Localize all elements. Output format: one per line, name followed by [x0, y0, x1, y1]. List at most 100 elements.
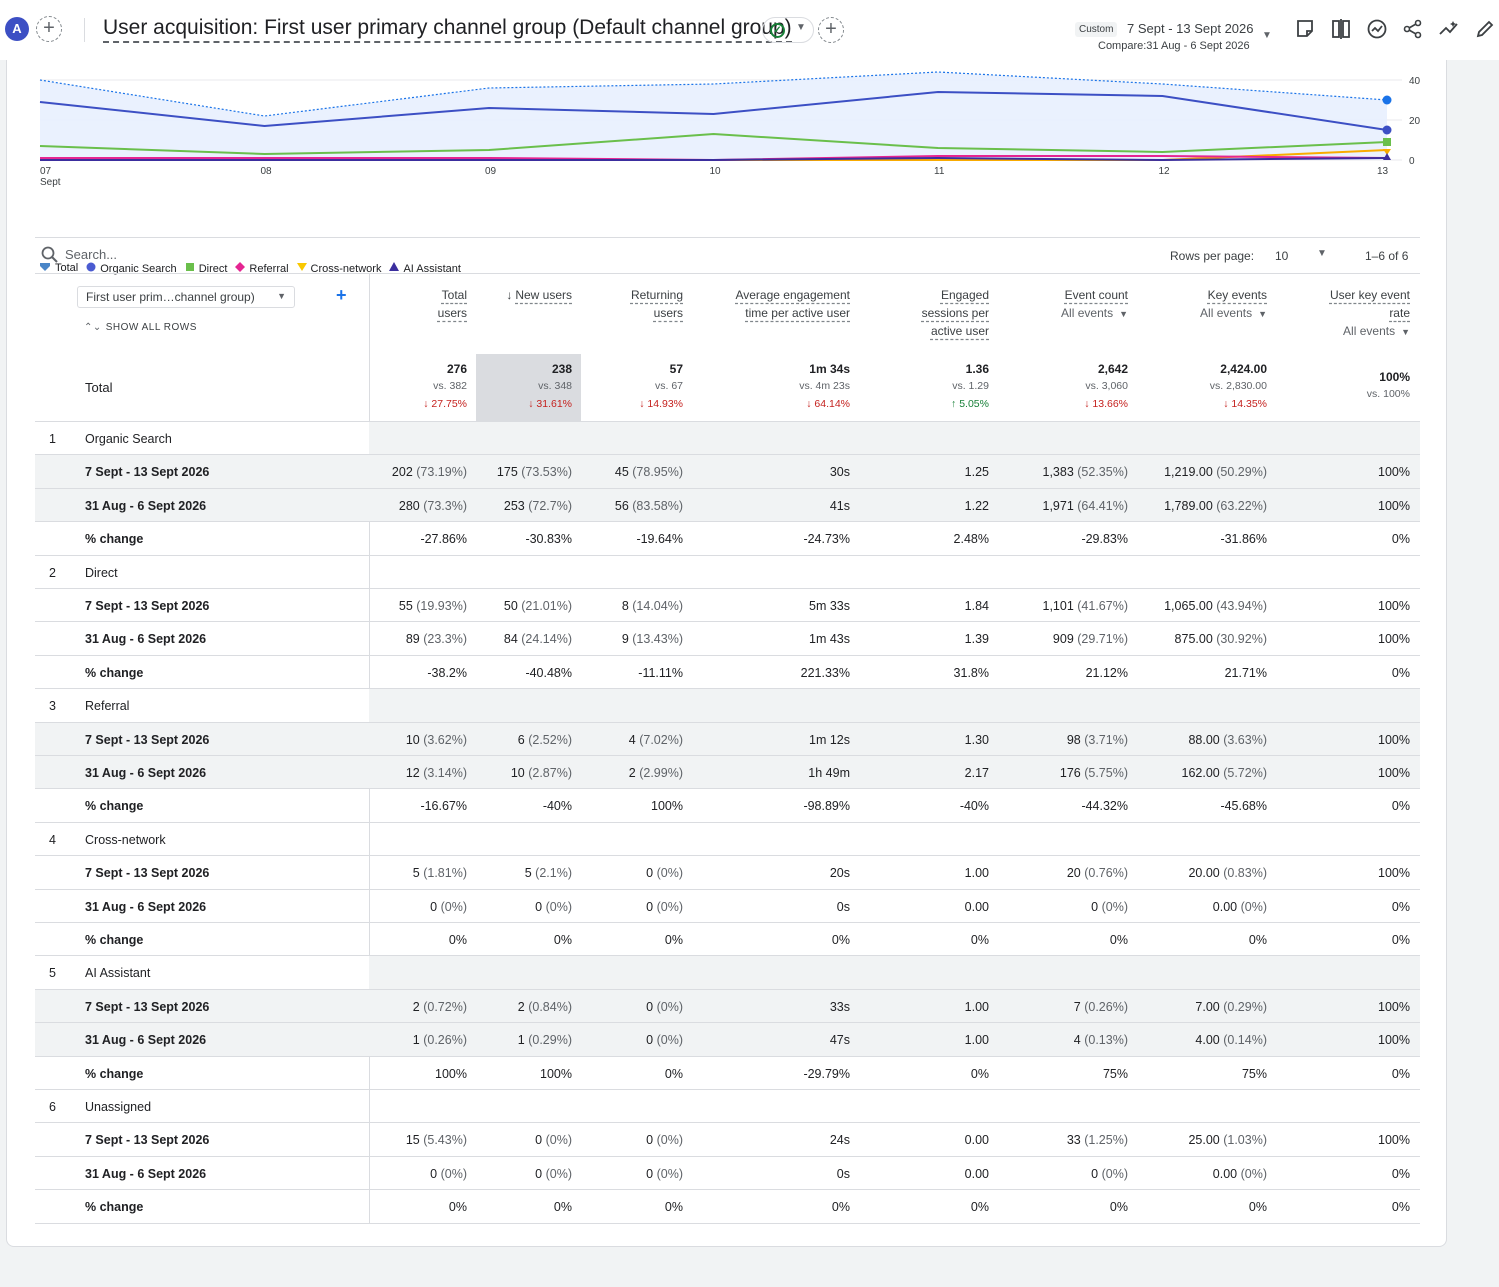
column-header-label: time per active user: [745, 306, 850, 320]
table-row[interactable]: 31 Aug - 6 Sept 2026 0 (0%) 0 (0%) 0 (0%) 0s…: [35, 890, 1420, 923]
table-toolbar: Rows per page: 10 ▼ 1–6 of 6: [35, 238, 1420, 274]
table-row[interactable]: 31 Aug - 6 Sept 2026 12 (3.14%) 10 (2.87%)…: [35, 756, 1420, 790]
table-cell: -29.83%: [988, 532, 1128, 546]
cell-value: 2: [517, 999, 525, 1014]
cell-value: 6: [517, 732, 525, 747]
group-row[interactable]: 6 Unassigned: [35, 1090, 1420, 1124]
date-range[interactable]: 7 Sept - 13 Sept 2026: [1127, 21, 1254, 36]
date-dropdown-icon[interactable]: ▼: [1262, 30, 1272, 41]
column-header[interactable]: Returning users: [583, 286, 683, 322]
cell-value: 0: [1091, 1166, 1099, 1181]
event-filter-dropdown[interactable]: All events ▼: [1280, 322, 1410, 341]
dimension-dropdown[interactable]: First user prim…channel group) ▼: [77, 286, 295, 308]
table-row[interactable]: 31 Aug - 6 Sept 2026 280 (73.3%) 253 (72.7…: [35, 488, 1420, 523]
table-row[interactable]: 7 Sept - 13 Sept 2026 15 (5.43%) 0 (0%) 0 (…: [35, 1123, 1420, 1157]
table-row[interactable]: 7 Sept - 13 Sept 2026 55 (19.93%) 50 (21.0…: [35, 589, 1420, 623]
table-row[interactable]: % change 0% 0% 0% 0% 0% 0% 0% 0%: [35, 923, 1420, 957]
share-icon[interactable]: [1402, 18, 1424, 40]
column-header[interactable]: Total users: [375, 286, 467, 322]
table-row[interactable]: 31 Aug - 6 Sept 2026 1 (0.26%) 1 (0.29%) 0 …: [35, 1023, 1420, 1057]
table-row[interactable]: 31 Aug - 6 Sept 2026 89 (23.3%) 84 (24.14%…: [35, 622, 1420, 656]
legend-item[interactable]: AI Assistant: [389, 262, 461, 275]
legend-pin-icon: [39, 260, 51, 275]
table-row[interactable]: % change 100% 100% 0% -29.79% 0% 75% 75% 0%: [35, 1057, 1420, 1090]
table-row[interactable]: % change -16.67% -40% 100% -98.89% -40% -44.32…: [35, 789, 1420, 823]
channel-name: Referral: [85, 699, 130, 714]
column-header[interactable]: ↓ New users: [481, 286, 572, 304]
table-cell: 0%: [432, 1200, 572, 1214]
table-cell: 0%: [1270, 1067, 1410, 1081]
trend-icon[interactable]: [1438, 18, 1460, 40]
total-compare-value: vs. 2,830.00: [1209, 380, 1267, 392]
total-label: Total: [85, 380, 113, 395]
row-label: % change: [85, 1066, 144, 1081]
column-header-label: Engaged: [940, 288, 989, 302]
table-row[interactable]: 7 Sept - 13 Sept 2026 2 (0.72%) 2 (0.84%) 0…: [35, 989, 1420, 1024]
column-header[interactable]: Event count All events ▼: [1005, 286, 1128, 323]
table-row[interactable]: % change 0% 0% 0% 0% 0% 0% 0% 0%: [35, 1190, 1420, 1224]
report-title[interactable]: User acquisition: First user primary cha…: [103, 15, 792, 43]
group-row[interactable]: 3 Referral: [35, 689, 1420, 723]
table-cell: 0%: [432, 933, 572, 947]
column-header[interactable]: Engaged sessions per active user: [875, 286, 989, 340]
edit-icon[interactable]: [1474, 18, 1496, 40]
table-row[interactable]: 7 Sept - 13 Sept 2026 10 (3.62%) 6 (2.52%)…: [35, 722, 1420, 756]
column-header[interactable]: User key event rate All events ▼: [1280, 286, 1410, 341]
table-cell: 280 (73.3%): [327, 499, 467, 513]
chevron-down-icon[interactable]: ▼: [1317, 248, 1327, 259]
compare-range[interactable]: Compare:31 Aug - 6 Sept 2026: [1098, 40, 1250, 52]
cell-value: -38.2%: [427, 665, 467, 680]
cell-percent: (0%): [1101, 1166, 1128, 1181]
custom-range-chip[interactable]: Custom: [1075, 22, 1118, 37]
group-row[interactable]: 1 Organic Search: [35, 422, 1420, 456]
add-dimension-button[interactable]: +: [336, 285, 347, 305]
column-header-label: rate: [1389, 306, 1410, 320]
legend-item[interactable]: Total: [39, 260, 78, 275]
cell-value: 0%: [448, 1200, 467, 1215]
annotation-icon[interactable]: [1294, 18, 1316, 40]
table-row[interactable]: % change -27.86% -30.83% -19.64% -24.73% 2.48…: [35, 522, 1420, 556]
rows-per-page-select[interactable]: 10: [1275, 249, 1289, 263]
show-all-rows-button[interactable]: ⌃⌄ SHOW ALL ROWS: [84, 322, 197, 333]
total-compare-value: vs. 382: [433, 380, 467, 392]
group-row[interactable]: 4 Cross-network: [35, 823, 1420, 857]
add-report-button[interactable]: +: [818, 17, 844, 43]
column-header[interactable]: Average engagement time per active user: [695, 286, 850, 322]
group-row[interactable]: 5 AI Assistant: [35, 956, 1420, 990]
column-header[interactable]: Key events All events ▼: [1135, 286, 1267, 323]
table-cell: 0%: [1270, 900, 1410, 914]
group-row[interactable]: 2 Direct: [35, 556, 1420, 589]
cell-value: 100%: [1378, 465, 1410, 480]
compare-icon[interactable]: [1330, 18, 1352, 40]
cell-value: 0%: [1391, 899, 1410, 914]
add-comparison-button[interactable]: +: [36, 16, 62, 42]
cell-percent: (0%): [440, 899, 467, 914]
table-cell: 0.00: [849, 1167, 989, 1181]
total-end-marker: [1382, 95, 1392, 105]
event-filter-dropdown[interactable]: All events ▼: [1005, 304, 1128, 323]
comparison-avatar[interactable]: A: [5, 17, 29, 41]
table-row[interactable]: % change -38.2% -40.48% -11.11% 221.33% 31.8%…: [35, 656, 1420, 690]
search-icon: [41, 246, 58, 263]
table-cell: 2 (0.84%): [432, 1000, 572, 1014]
table-row[interactable]: 7 Sept - 13 Sept 2026 5 (1.81%) 5 (2.1%) 0 …: [35, 856, 1420, 890]
legend-item[interactable]: Referral: [235, 262, 289, 275]
cell-value: 0%: [831, 1200, 850, 1215]
cell-value: 175: [496, 465, 518, 480]
table-row[interactable]: 7 Sept - 13 Sept 2026 202 (73.19%) 175 (73…: [35, 455, 1420, 489]
event-filter-dropdown[interactable]: All events ▼: [1135, 304, 1267, 323]
legend-item[interactable]: Cross-network: [296, 262, 381, 275]
legend-item[interactable]: Organic Search: [86, 262, 177, 275]
sort-desc-icon: ↓: [506, 288, 513, 302]
table-row[interactable]: 31 Aug - 6 Sept 2026 0 (0%) 0 (0%) 0 (0%) 0s…: [35, 1157, 1420, 1191]
table-cell: 55 (19.93%): [327, 599, 467, 613]
column-header-label: users: [653, 306, 683, 320]
report-status-dropdown[interactable]: ✓ ▼: [762, 17, 814, 43]
channel-name: AI Assistant: [85, 966, 151, 981]
table-cell: -40%: [849, 799, 989, 813]
cell-value: -24.73%: [803, 532, 850, 547]
insights-icon[interactable]: [1366, 18, 1388, 40]
legend-item[interactable]: Direct: [185, 262, 227, 275]
search-input[interactable]: [65, 247, 465, 262]
channel-name: Cross-network: [85, 832, 166, 847]
